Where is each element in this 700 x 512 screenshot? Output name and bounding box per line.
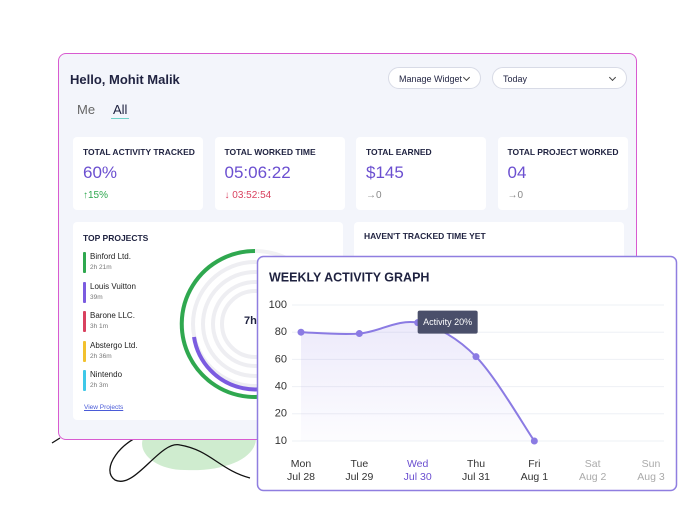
- stat-label: TOTAL EARNED: [366, 147, 432, 157]
- chart-title: WEEKLY ACTIVITY GRAPH: [269, 270, 429, 284]
- scribble: [51, 431, 251, 482]
- x-tick-label: Sat: [585, 458, 601, 470]
- project-color: [83, 340, 86, 362]
- x-tick-date: Jul 29: [345, 471, 373, 483]
- tooltip: [417, 310, 478, 334]
- stat-card: TOTAL WORKED TIME 05:06:22 ↓ 03:52:54: [214, 137, 345, 210]
- point: [472, 353, 480, 361]
- stat-label: TOTAL PROJECT WORKED: [507, 147, 619, 157]
- project-time: 2h 36m: [90, 352, 112, 360]
- y-tick-label: 40: [275, 381, 287, 393]
- project-name: Nintendo: [90, 370, 123, 379]
- stat-card: TOTAL PROJECT WORKED 04 →0: [497, 137, 628, 210]
- x-tick-date: Jul 30: [404, 471, 432, 483]
- stat-change: →0: [366, 190, 382, 201]
- stat-value: 05:06:22: [224, 163, 291, 182]
- point: [297, 328, 305, 336]
- stat-value: $145: [366, 163, 404, 182]
- x-tick-date: Aug 2: [579, 471, 607, 483]
- y-tick-label: 60: [275, 353, 287, 365]
- area: [301, 321, 535, 441]
- tab[interactable]: All: [111, 102, 130, 119]
- y-tick-label: 10: [275, 435, 287, 447]
- project-color: [83, 252, 86, 273]
- x-tick-date: Jul 31: [462, 471, 490, 483]
- x-tick-date: Aug 1: [521, 471, 549, 483]
- project-color: [83, 281, 86, 303]
- stat-change: ↓ 03:52:54: [224, 190, 272, 201]
- stat-label: TOTAL WORKED TIME: [224, 147, 316, 157]
- tooltip-text: Activity 20%: [423, 317, 472, 327]
- project-time: 2h 21m: [90, 264, 112, 271]
- stat-value: 60%: [83, 163, 118, 182]
- stat-change: ↑15%: [83, 190, 109, 201]
- button[interactable]: Today: [492, 67, 627, 89]
- y-tick-label: 100: [269, 299, 287, 311]
- x-tick-label: Fri: [528, 458, 540, 470]
- link[interactable]: View Projects: [84, 404, 124, 411]
- project-name: Louis Vuitton: [90, 281, 136, 291]
- project-time: 3h 1m: [90, 323, 109, 330]
- y-tick-label: 80: [275, 326, 287, 338]
- button[interactable]: Manage Widget: [388, 67, 481, 89]
- x-tick-label: Tue: [350, 458, 368, 470]
- project-color: [83, 370, 86, 391]
- x-tick-label: Mon: [291, 458, 312, 470]
- project-name: Abstergo Ltd.: [90, 340, 138, 350]
- card-title: HAVEN'T TRACKED TIME YET: [364, 231, 486, 241]
- x-tick-label: Thu: [467, 458, 485, 470]
- card-title: TOP PROJECTS: [83, 233, 149, 243]
- project-color: [83, 311, 86, 332]
- greeting: Hello, Mohit Malik: [70, 72, 180, 87]
- project-name: Barone LLC.: [90, 311, 135, 320]
- blob: [142, 430, 256, 471]
- stat-change: →0: [507, 190, 524, 201]
- x-tick-date: Jul 28: [287, 471, 315, 483]
- project-time: 39m: [90, 293, 103, 301]
- stat-card: TOTAL ACTIVITY TRACKED 60% ↑15%: [73, 137, 203, 210]
- tab[interactable]: Me: [77, 102, 96, 117]
- stat-card: TOTAL EARNED $145 →0: [356, 137, 486, 210]
- stat-label: TOTAL ACTIVITY TRACKED: [83, 147, 195, 157]
- x-tick-date: Aug 3: [637, 471, 665, 483]
- x-tick-label: Sun: [642, 458, 661, 470]
- stat-value: 04: [507, 163, 527, 182]
- x-tick-label: Wed: [407, 458, 429, 470]
- project-time: 2h 3m: [90, 382, 109, 389]
- point: [355, 330, 363, 338]
- y-tick-label: 20: [275, 408, 287, 420]
- point: [530, 437, 538, 445]
- project-name: Binford Ltd.: [90, 252, 131, 261]
